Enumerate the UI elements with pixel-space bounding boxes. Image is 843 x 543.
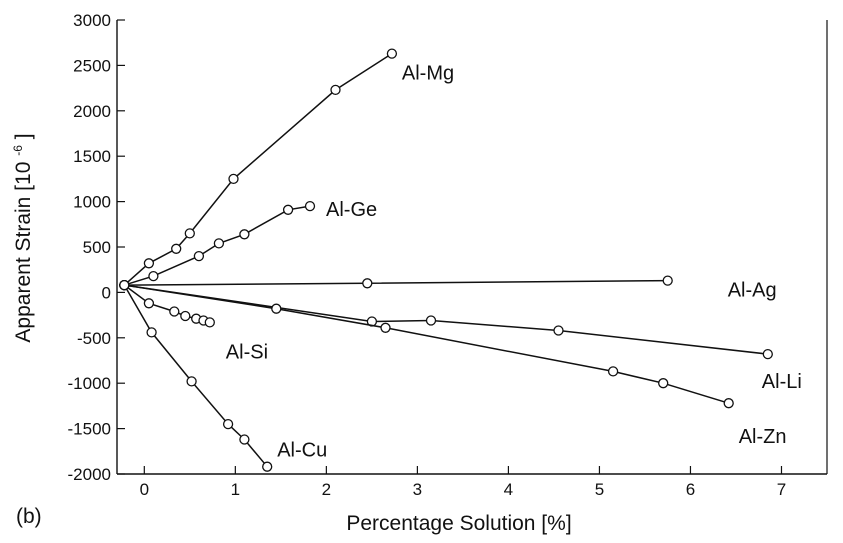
data-point <box>607 366 619 377</box>
data-point <box>119 279 130 291</box>
x-tick-label: 2 <box>322 480 331 499</box>
data-point <box>148 270 159 282</box>
data-point <box>146 327 157 338</box>
data-point <box>180 310 191 322</box>
y-tick-label: 2500 <box>73 56 111 75</box>
y-axis-title-exponent: -6 <box>11 145 25 156</box>
series-label: Al-Mg <box>402 63 454 85</box>
data-point <box>169 306 180 317</box>
data-point <box>186 376 197 387</box>
x-tick-label: 6 <box>686 480 695 499</box>
y-axis-title-main: Apparent Strain [10 <box>12 162 35 343</box>
series-label: Al-Zn <box>739 426 787 448</box>
data-point <box>228 173 239 185</box>
data-point <box>143 258 155 269</box>
data-point <box>184 228 195 239</box>
data-point <box>723 398 734 409</box>
y-tick-label: 1500 <box>73 147 111 166</box>
x-tick-label: 7 <box>777 480 786 499</box>
data-point <box>380 322 391 333</box>
y-tick-label: 1000 <box>73 193 111 212</box>
data-point <box>658 378 669 389</box>
y-axis-title-end: ] <box>12 133 35 139</box>
x-tick-label: 1 <box>231 480 240 499</box>
plot-layer: -2000 -1500 -1000 -500 0 500 1000 1500 2000 2500 3… <box>68 11 828 499</box>
series-line-al-mg <box>123 52 393 286</box>
data-point <box>204 317 215 328</box>
panel-label: (b) <box>16 505 42 528</box>
data-point <box>762 348 773 360</box>
series-label: Al-Si <box>226 341 268 363</box>
series-label: Al-Ge <box>326 199 377 221</box>
data-point <box>330 84 341 96</box>
data-point <box>193 250 205 262</box>
y-tick-label: -2000 <box>68 465 111 484</box>
data-point <box>262 461 273 472</box>
x-axis-title: Percentage Solution [%] <box>346 512 571 535</box>
x-tick-label: 0 <box>140 480 149 499</box>
data-point <box>304 200 316 212</box>
data-point <box>553 325 564 336</box>
series-line-al-ag <box>124 279 668 286</box>
data-point <box>662 275 673 286</box>
y-tick-label: -500 <box>77 329 111 348</box>
y-tick-label: 3000 <box>73 11 111 30</box>
series-label: Al-Li <box>762 371 802 393</box>
y-tick-label: -1500 <box>68 420 111 439</box>
series-line-al-li <box>124 284 768 355</box>
series-label: Al-Ag <box>728 280 777 302</box>
data-point <box>239 434 250 445</box>
data-point <box>362 278 373 289</box>
data-point <box>425 315 437 326</box>
x-tick-label: 5 <box>595 480 604 499</box>
series-label: Al-Cu <box>277 440 327 462</box>
data-point <box>171 243 182 254</box>
data-point <box>282 204 294 215</box>
data-point <box>143 298 155 309</box>
y-axis-title: Apparent Strain [10 -6 ] <box>4 133 35 342</box>
data-point <box>213 238 225 249</box>
series-line-al-zn <box>124 284 729 404</box>
x-tick-label: 4 <box>504 480 513 499</box>
data-point <box>222 418 234 430</box>
series-line-al-cu <box>123 284 268 468</box>
data-point <box>271 303 282 314</box>
y-tick-label: 500 <box>83 238 111 257</box>
data-point <box>386 48 398 59</box>
data-point <box>239 229 250 240</box>
y-tick-label: 0 <box>102 283 111 302</box>
y-tick-label: -1000 <box>68 374 111 393</box>
x-tick-label: 3 <box>413 480 422 499</box>
y-tick-label: 2000 <box>73 102 111 121</box>
